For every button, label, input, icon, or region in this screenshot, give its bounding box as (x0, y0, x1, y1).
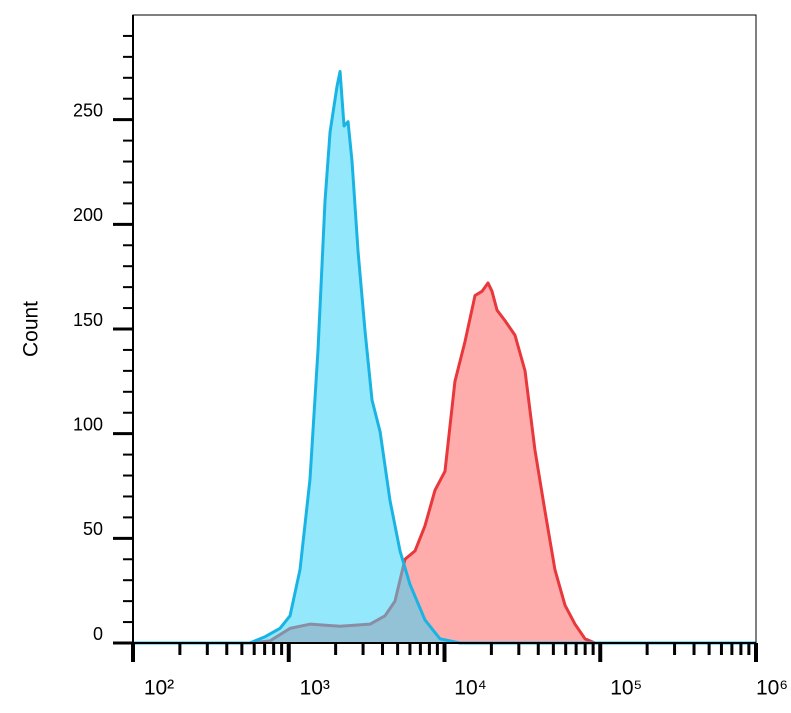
x-tick-label: 10⁴ (454, 677, 486, 700)
y-tick-label: 250 (73, 100, 103, 120)
y-axis-label: Count (20, 301, 43, 357)
y-tick-label: 200 (73, 205, 103, 225)
y-tick-label: 0 (93, 624, 103, 644)
x-tick-label: 10⁶ (756, 677, 788, 700)
x-tick-label: 10² (144, 677, 174, 700)
y-tick-label: 150 (73, 310, 103, 330)
area (133, 282, 756, 643)
y-tick-label: 50 (83, 519, 103, 539)
line (133, 70, 756, 645)
x-tick-label: 10⁵ (610, 677, 642, 700)
y-tick-label: 100 (73, 414, 103, 434)
x-tick-label: 10³ (300, 677, 330, 700)
